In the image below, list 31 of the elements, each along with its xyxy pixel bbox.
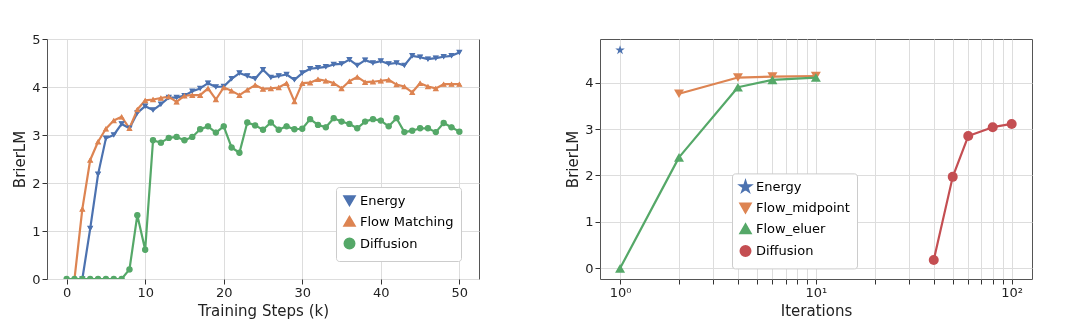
y-tick-label: 5 bbox=[32, 31, 41, 47]
x-tick-label: 50 bbox=[451, 284, 469, 300]
y-tick-label: 2 bbox=[585, 167, 594, 183]
x-tick-label: 10² bbox=[1001, 284, 1024, 300]
x-axis-title: Iterations bbox=[780, 301, 853, 320]
y-tick-label: 2 bbox=[32, 175, 41, 191]
y-axis-title: BrierLM bbox=[564, 130, 583, 189]
y-tick-label: 3 bbox=[32, 127, 41, 143]
x-tick-label: 10 bbox=[137, 284, 154, 300]
y-tick-label: 0 bbox=[32, 271, 41, 287]
x-axis-title: Training Steps (k) bbox=[196, 301, 330, 320]
legend-label: Flow_midpoint bbox=[756, 199, 850, 215]
legend-label: Flow_eluer bbox=[756, 220, 827, 236]
y-tick-label: 1 bbox=[585, 214, 594, 230]
x-tick-label: 10⁰ bbox=[609, 284, 632, 300]
x-tick-label: 40 bbox=[373, 284, 390, 300]
legend-label: Energy bbox=[756, 178, 802, 194]
legend-label: Flow Matching bbox=[360, 213, 454, 229]
y-tick-label: 4 bbox=[32, 79, 41, 95]
y-tick-label: 0 bbox=[585, 260, 594, 276]
y-tick-label: 4 bbox=[585, 75, 594, 91]
y-tick-label: 3 bbox=[585, 121, 594, 137]
legend-label: Diffusion bbox=[360, 235, 418, 251]
y-tick-label: 1 bbox=[32, 223, 41, 239]
x-tick-label: 10¹ bbox=[805, 284, 828, 300]
x-tick-label: 20 bbox=[215, 284, 233, 300]
legend-label: Energy bbox=[360, 192, 406, 208]
y-axis-title: BrierLM bbox=[11, 130, 30, 189]
x-tick-label: 30 bbox=[294, 284, 312, 300]
x-tick-label: 0 bbox=[63, 284, 72, 300]
legend-label: Diffusion bbox=[756, 242, 814, 258]
